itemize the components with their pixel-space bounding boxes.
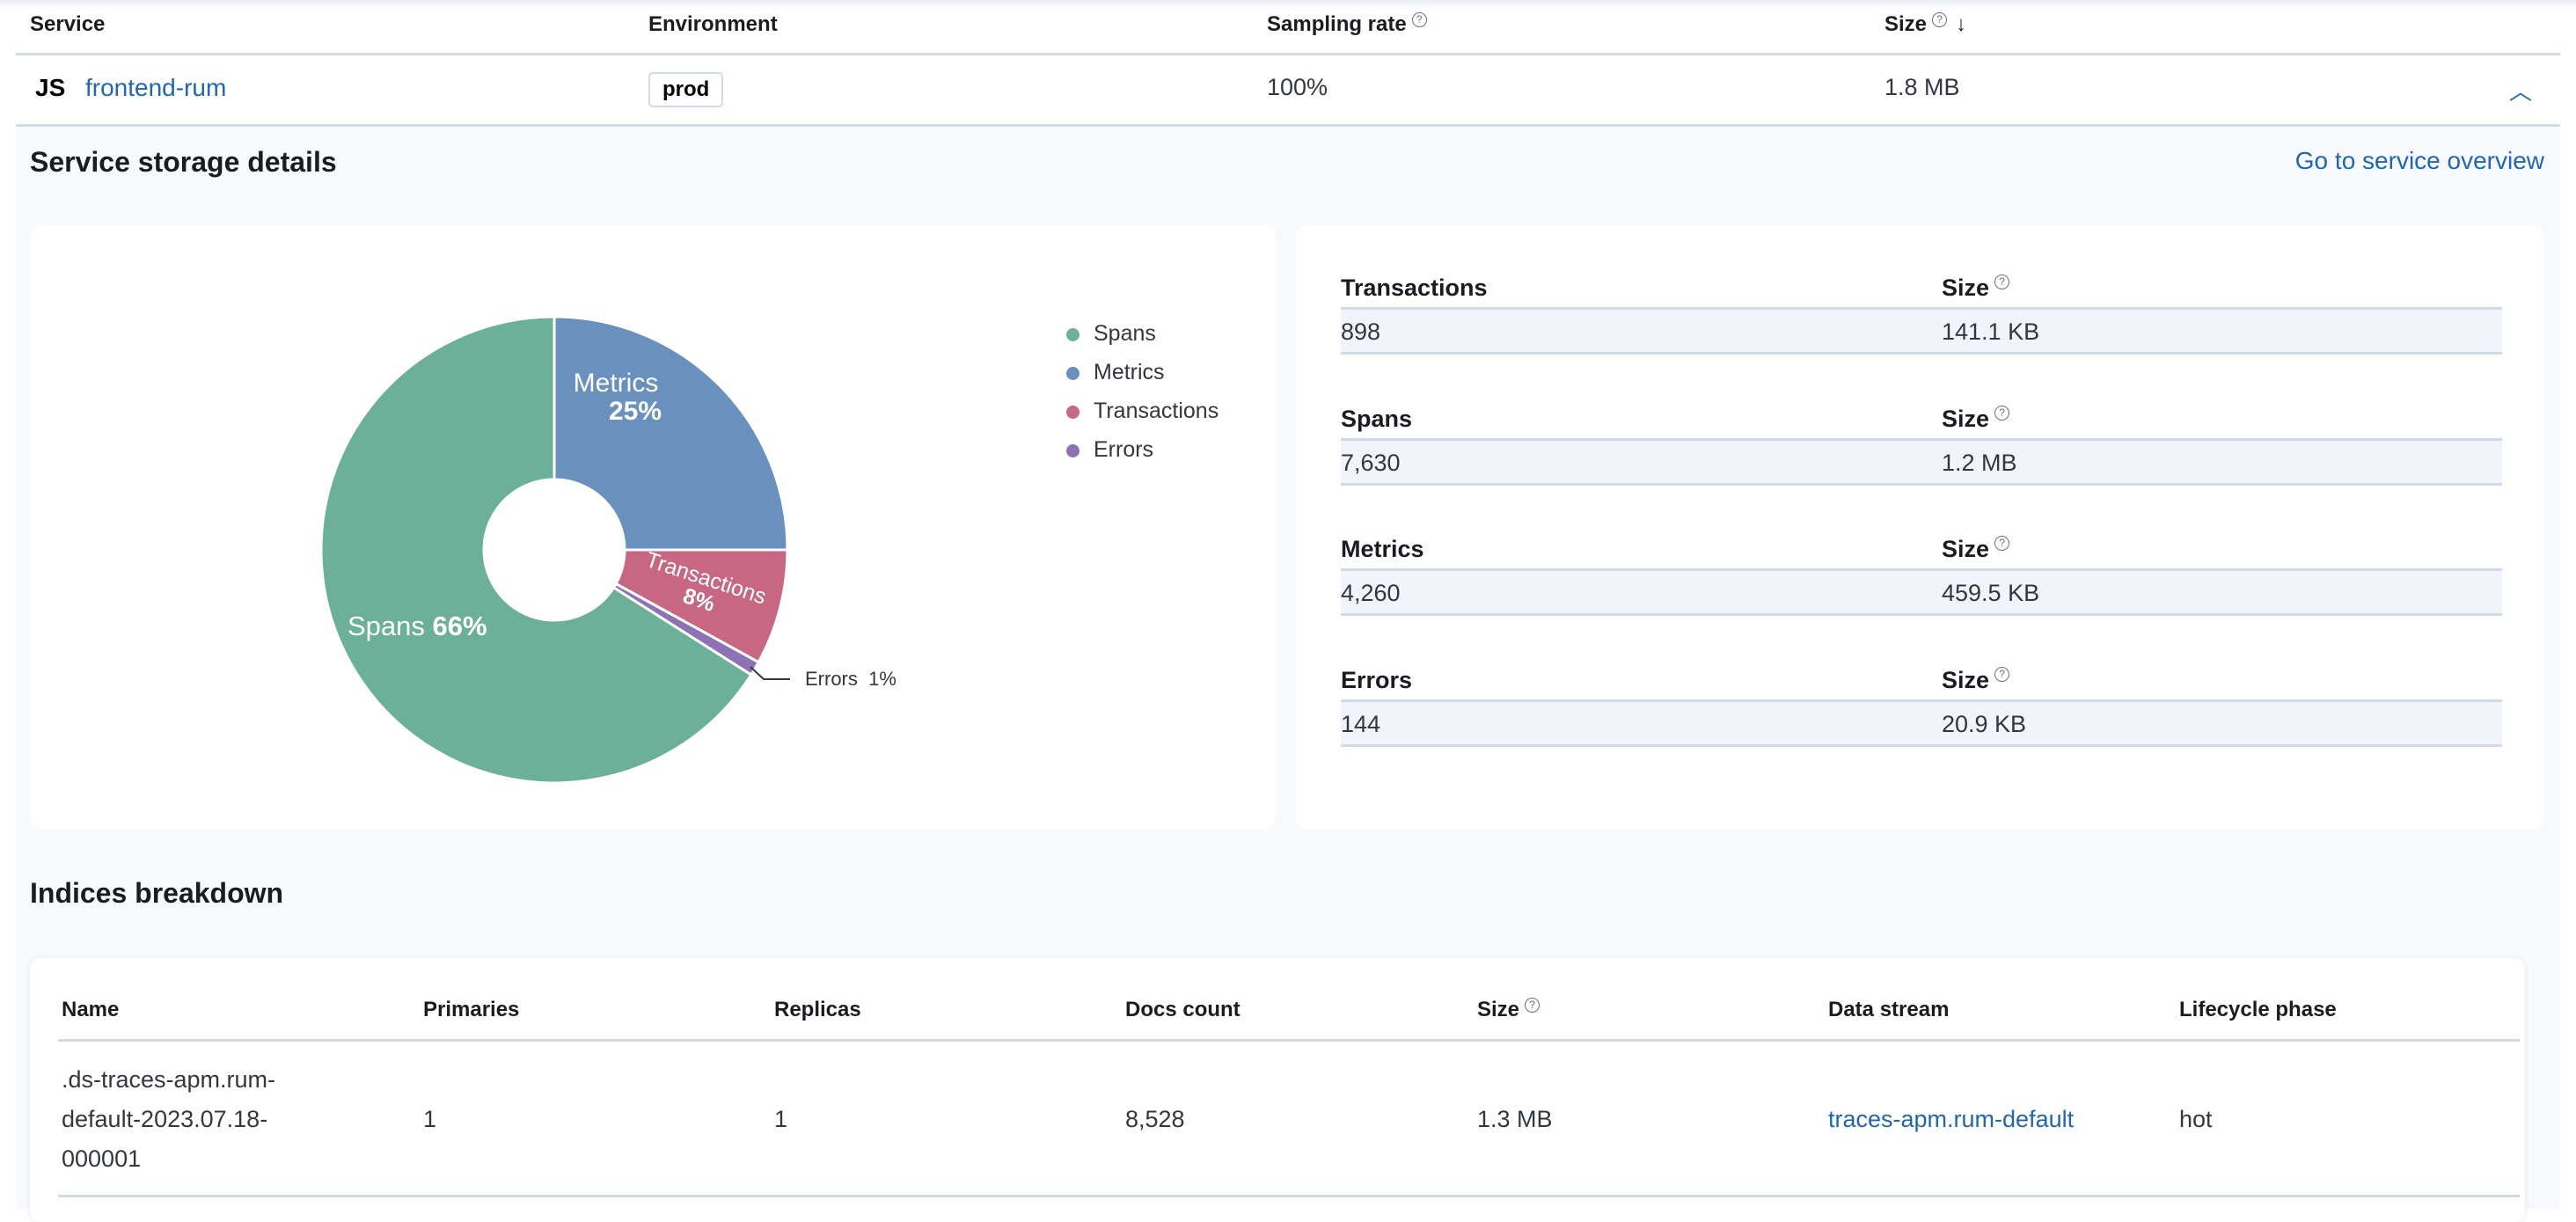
metrics-label: Metrics [574, 369, 659, 398]
divider [16, 124, 2560, 127]
legend-dot [1066, 328, 1079, 341]
collapse-chevron-up-icon[interactable]: ︿ [2509, 78, 2533, 105]
legend-item[interactable]: Spans [1094, 321, 1156, 346]
indices-col: Docs count [1125, 998, 1240, 1022]
col-label: Docs count [1125, 998, 1240, 1021]
service-link[interactable]: frontend-rum [85, 74, 227, 101]
stat-size-header: Size? [1942, 666, 2010, 694]
stat-size: 459.5 KB [1942, 580, 2040, 606]
stat-label: Transactions [1341, 274, 1488, 301]
stat-size-header: Size? [1942, 274, 2010, 302]
stat-size: 20.9 KB [1942, 710, 2027, 737]
col-environment[interactable]: Environment [648, 12, 778, 36]
col-label: Data stream [1828, 998, 1950, 1021]
errors-callout-line [750, 666, 790, 680]
col-sampling-rate[interactable]: Sampling rate? [1267, 12, 1427, 37]
legend-item[interactable]: Errors [1094, 437, 1154, 462]
stat-label: Metrics [1341, 536, 1424, 562]
stat-row [1341, 568, 2502, 616]
indices-col: Replicas [774, 998, 861, 1022]
pie-slice-spans[interactable] [319, 315, 753, 785]
stat-count: 898 [1341, 318, 1381, 345]
stat-size: 1.2 MB [1942, 449, 2017, 476]
indices-col: Data stream [1828, 998, 1949, 1022]
indices-col: Lifecycle phase [2179, 998, 2337, 1022]
help-icon[interactable]: ? [1525, 998, 1540, 1013]
help-icon[interactable]: ? [1994, 666, 2010, 682]
index-replicas: 1 [774, 1106, 788, 1132]
indices-panel [30, 958, 2525, 1222]
pie-slice-metrics[interactable] [553, 315, 789, 552]
size-label: Size [1942, 274, 1990, 301]
index-size: 1.3 MB [1477, 1106, 1553, 1132]
col-label: Replicas [774, 998, 861, 1021]
col-service[interactable]: Service [30, 12, 106, 36]
col-label: Size [1884, 12, 1928, 36]
errors-label: Errors 1% [805, 668, 896, 690]
details-title: Service storage details [30, 146, 337, 178]
stat-size-header: Size? [1942, 405, 2010, 433]
help-icon[interactable]: ? [1994, 274, 2010, 289]
stat-count: 4,260 [1341, 580, 1401, 606]
legend-item[interactable]: Metrics [1094, 360, 1165, 384]
col-label: Size [1477, 998, 1520, 1021]
spans-pct: 66% [433, 611, 487, 641]
indices-col: Name [62, 998, 119, 1022]
go-to-service-overview-link[interactable]: Go to service overview [2294, 147, 2544, 174]
index-primaries: 1 [423, 1106, 437, 1132]
index-name: default-2023.07.18- [62, 1106, 268, 1132]
col-size[interactable]: Size? ↓ [1884, 12, 1966, 37]
sort-desc-icon: ↓ [1956, 12, 1967, 36]
size-label: Size [1942, 666, 1990, 693]
stat-label: Errors [1341, 666, 1413, 693]
stat-size-header: Size? [1942, 536, 2010, 563]
stat-count: 7,630 [1341, 449, 1401, 476]
index-data-stream[interactable]: traces-apm.rum-default [1828, 1106, 2075, 1132]
divider [16, 53, 2560, 55]
legend-item[interactable]: Transactions [1094, 399, 1219, 423]
help-icon[interactable]: ? [1994, 536, 2010, 551]
js-agent-icon: JS [35, 74, 66, 101]
sampling-rate: 100% [1267, 74, 1328, 100]
col-label: Sampling rate [1267, 12, 1407, 36]
indices-col: Primaries [423, 998, 519, 1022]
index-name: .ds-traces-apm.rum- [62, 1066, 276, 1093]
service-size: 1.8 MB [1884, 74, 1960, 100]
donut-chart: Metrics 25% Transactions 8% Spans 66% Er… [319, 315, 896, 785]
help-icon[interactable]: ? [1411, 12, 1427, 27]
spans-name: Spans [348, 611, 425, 641]
environment-badge: prod [648, 72, 724, 107]
stat-row [1341, 307, 2502, 355]
help-icon[interactable]: ? [1932, 12, 1948, 27]
divider [58, 1039, 2520, 1042]
indices-title: Indices breakdown [30, 877, 284, 909]
top-shadow [0, 0, 2576, 9]
index-lifecycle-phase: hot [2179, 1106, 2213, 1132]
col-label: Lifecycle phase [2179, 998, 2337, 1021]
stat-label: Spans [1341, 405, 1413, 432]
index-docs-count: 8,528 [1125, 1106, 1185, 1132]
col-label: Name [62, 998, 120, 1021]
size-label: Size [1942, 536, 1990, 562]
indices-col: Size? [1477, 998, 1540, 1022]
metrics-pct: 25% [609, 397, 662, 426]
legend-dot [1066, 406, 1079, 419]
size-label: Size [1942, 405, 1990, 432]
col-label: Primaries [423, 998, 520, 1021]
stat-row [1341, 437, 2502, 486]
stat-count: 144 [1341, 710, 1381, 737]
spans-label: Spans 66% [348, 611, 487, 641]
help-icon[interactable]: ? [1994, 405, 2010, 421]
legend-dot [1066, 444, 1079, 457]
stat-size: 141.1 KB [1942, 318, 2040, 345]
legend-dot [1066, 367, 1079, 380]
index-name: 000001 [62, 1145, 142, 1172]
divider [58, 1195, 2520, 1197]
stat-row [1341, 699, 2502, 747]
